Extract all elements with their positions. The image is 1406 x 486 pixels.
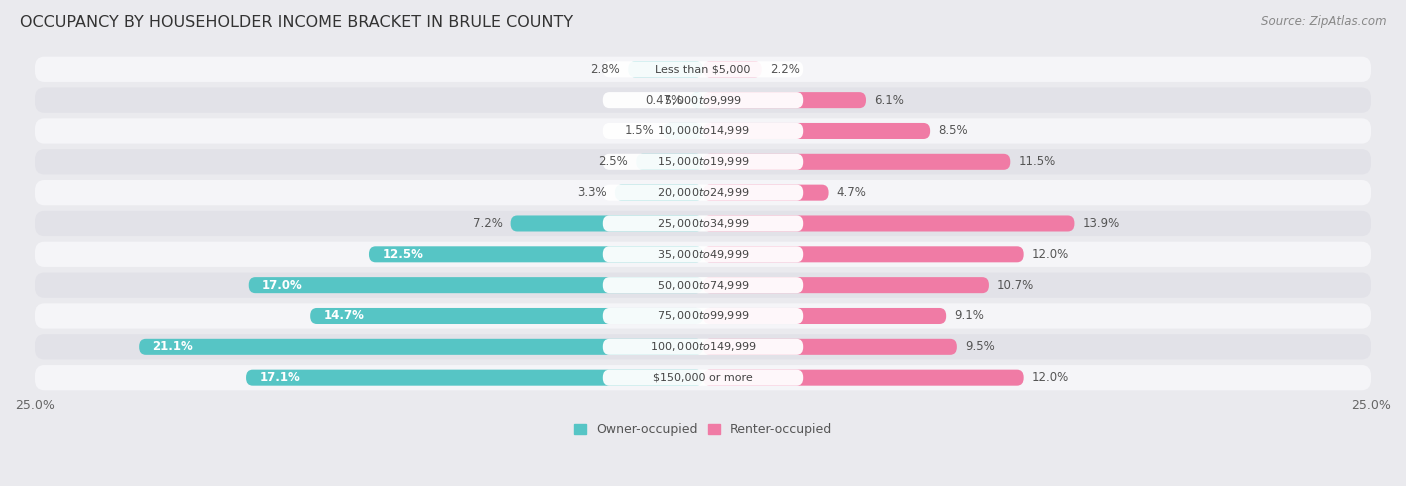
- FancyBboxPatch shape: [703, 185, 828, 201]
- Text: $50,000 to $74,999: $50,000 to $74,999: [657, 278, 749, 292]
- Text: 2.5%: 2.5%: [599, 156, 628, 168]
- FancyBboxPatch shape: [139, 339, 703, 355]
- FancyBboxPatch shape: [703, 339, 957, 355]
- Text: 7.2%: 7.2%: [472, 217, 502, 230]
- FancyBboxPatch shape: [603, 308, 803, 324]
- Text: 12.0%: 12.0%: [1032, 371, 1069, 384]
- Text: Less than $5,000: Less than $5,000: [655, 64, 751, 74]
- FancyBboxPatch shape: [662, 123, 703, 139]
- FancyBboxPatch shape: [703, 215, 1074, 231]
- FancyBboxPatch shape: [603, 123, 803, 139]
- FancyBboxPatch shape: [603, 185, 803, 201]
- FancyBboxPatch shape: [636, 154, 703, 170]
- FancyBboxPatch shape: [703, 61, 762, 77]
- Text: 4.7%: 4.7%: [837, 186, 866, 199]
- FancyBboxPatch shape: [603, 246, 803, 262]
- FancyBboxPatch shape: [628, 61, 703, 77]
- Text: 3.3%: 3.3%: [578, 186, 607, 199]
- Text: 21.1%: 21.1%: [152, 340, 193, 353]
- FancyBboxPatch shape: [603, 92, 803, 108]
- Text: $15,000 to $19,999: $15,000 to $19,999: [657, 156, 749, 168]
- Text: $10,000 to $14,999: $10,000 to $14,999: [657, 124, 749, 138]
- FancyBboxPatch shape: [35, 365, 1371, 390]
- FancyBboxPatch shape: [510, 215, 703, 231]
- Text: 1.5%: 1.5%: [626, 124, 655, 138]
- FancyBboxPatch shape: [703, 246, 1024, 262]
- FancyBboxPatch shape: [35, 211, 1371, 236]
- FancyBboxPatch shape: [35, 87, 1371, 113]
- FancyBboxPatch shape: [35, 57, 1371, 82]
- Text: $20,000 to $24,999: $20,000 to $24,999: [657, 186, 749, 199]
- FancyBboxPatch shape: [35, 303, 1371, 329]
- Text: OCCUPANCY BY HOUSEHOLDER INCOME BRACKET IN BRULE COUNTY: OCCUPANCY BY HOUSEHOLDER INCOME BRACKET …: [20, 15, 572, 30]
- FancyBboxPatch shape: [703, 277, 988, 293]
- FancyBboxPatch shape: [603, 215, 803, 231]
- Text: 0.47%: 0.47%: [645, 94, 682, 106]
- Text: 14.7%: 14.7%: [323, 310, 364, 323]
- Text: 9.1%: 9.1%: [955, 310, 984, 323]
- Text: 6.1%: 6.1%: [875, 94, 904, 106]
- FancyBboxPatch shape: [603, 277, 803, 293]
- FancyBboxPatch shape: [703, 154, 1011, 170]
- Text: 17.0%: 17.0%: [262, 278, 302, 292]
- FancyBboxPatch shape: [246, 370, 703, 386]
- Text: 2.2%: 2.2%: [770, 63, 800, 76]
- FancyBboxPatch shape: [603, 339, 803, 355]
- FancyBboxPatch shape: [703, 370, 1024, 386]
- FancyBboxPatch shape: [690, 92, 703, 108]
- Legend: Owner-occupied, Renter-occupied: Owner-occupied, Renter-occupied: [568, 418, 838, 441]
- FancyBboxPatch shape: [614, 185, 703, 201]
- Text: 11.5%: 11.5%: [1018, 156, 1056, 168]
- FancyBboxPatch shape: [603, 370, 803, 386]
- Text: $100,000 to $149,999: $100,000 to $149,999: [650, 340, 756, 353]
- FancyBboxPatch shape: [703, 123, 931, 139]
- FancyBboxPatch shape: [35, 273, 1371, 298]
- FancyBboxPatch shape: [35, 149, 1371, 174]
- Text: $75,000 to $99,999: $75,000 to $99,999: [657, 310, 749, 323]
- FancyBboxPatch shape: [603, 154, 803, 170]
- FancyBboxPatch shape: [249, 277, 703, 293]
- Text: 8.5%: 8.5%: [938, 124, 967, 138]
- Text: 10.7%: 10.7%: [997, 278, 1035, 292]
- Text: 13.9%: 13.9%: [1083, 217, 1119, 230]
- Text: 17.1%: 17.1%: [259, 371, 299, 384]
- Text: $5,000 to $9,999: $5,000 to $9,999: [664, 94, 742, 106]
- Text: Source: ZipAtlas.com: Source: ZipAtlas.com: [1261, 15, 1386, 28]
- FancyBboxPatch shape: [35, 334, 1371, 360]
- Text: $150,000 or more: $150,000 or more: [654, 373, 752, 382]
- Text: 9.5%: 9.5%: [965, 340, 994, 353]
- Text: 12.5%: 12.5%: [382, 248, 423, 261]
- FancyBboxPatch shape: [311, 308, 703, 324]
- Text: $35,000 to $49,999: $35,000 to $49,999: [657, 248, 749, 261]
- Text: $25,000 to $34,999: $25,000 to $34,999: [657, 217, 749, 230]
- FancyBboxPatch shape: [35, 118, 1371, 143]
- Text: 2.8%: 2.8%: [591, 63, 620, 76]
- FancyBboxPatch shape: [368, 246, 703, 262]
- Text: 12.0%: 12.0%: [1032, 248, 1069, 261]
- FancyBboxPatch shape: [35, 180, 1371, 205]
- FancyBboxPatch shape: [703, 308, 946, 324]
- FancyBboxPatch shape: [603, 61, 803, 77]
- FancyBboxPatch shape: [35, 242, 1371, 267]
- FancyBboxPatch shape: [703, 92, 866, 108]
